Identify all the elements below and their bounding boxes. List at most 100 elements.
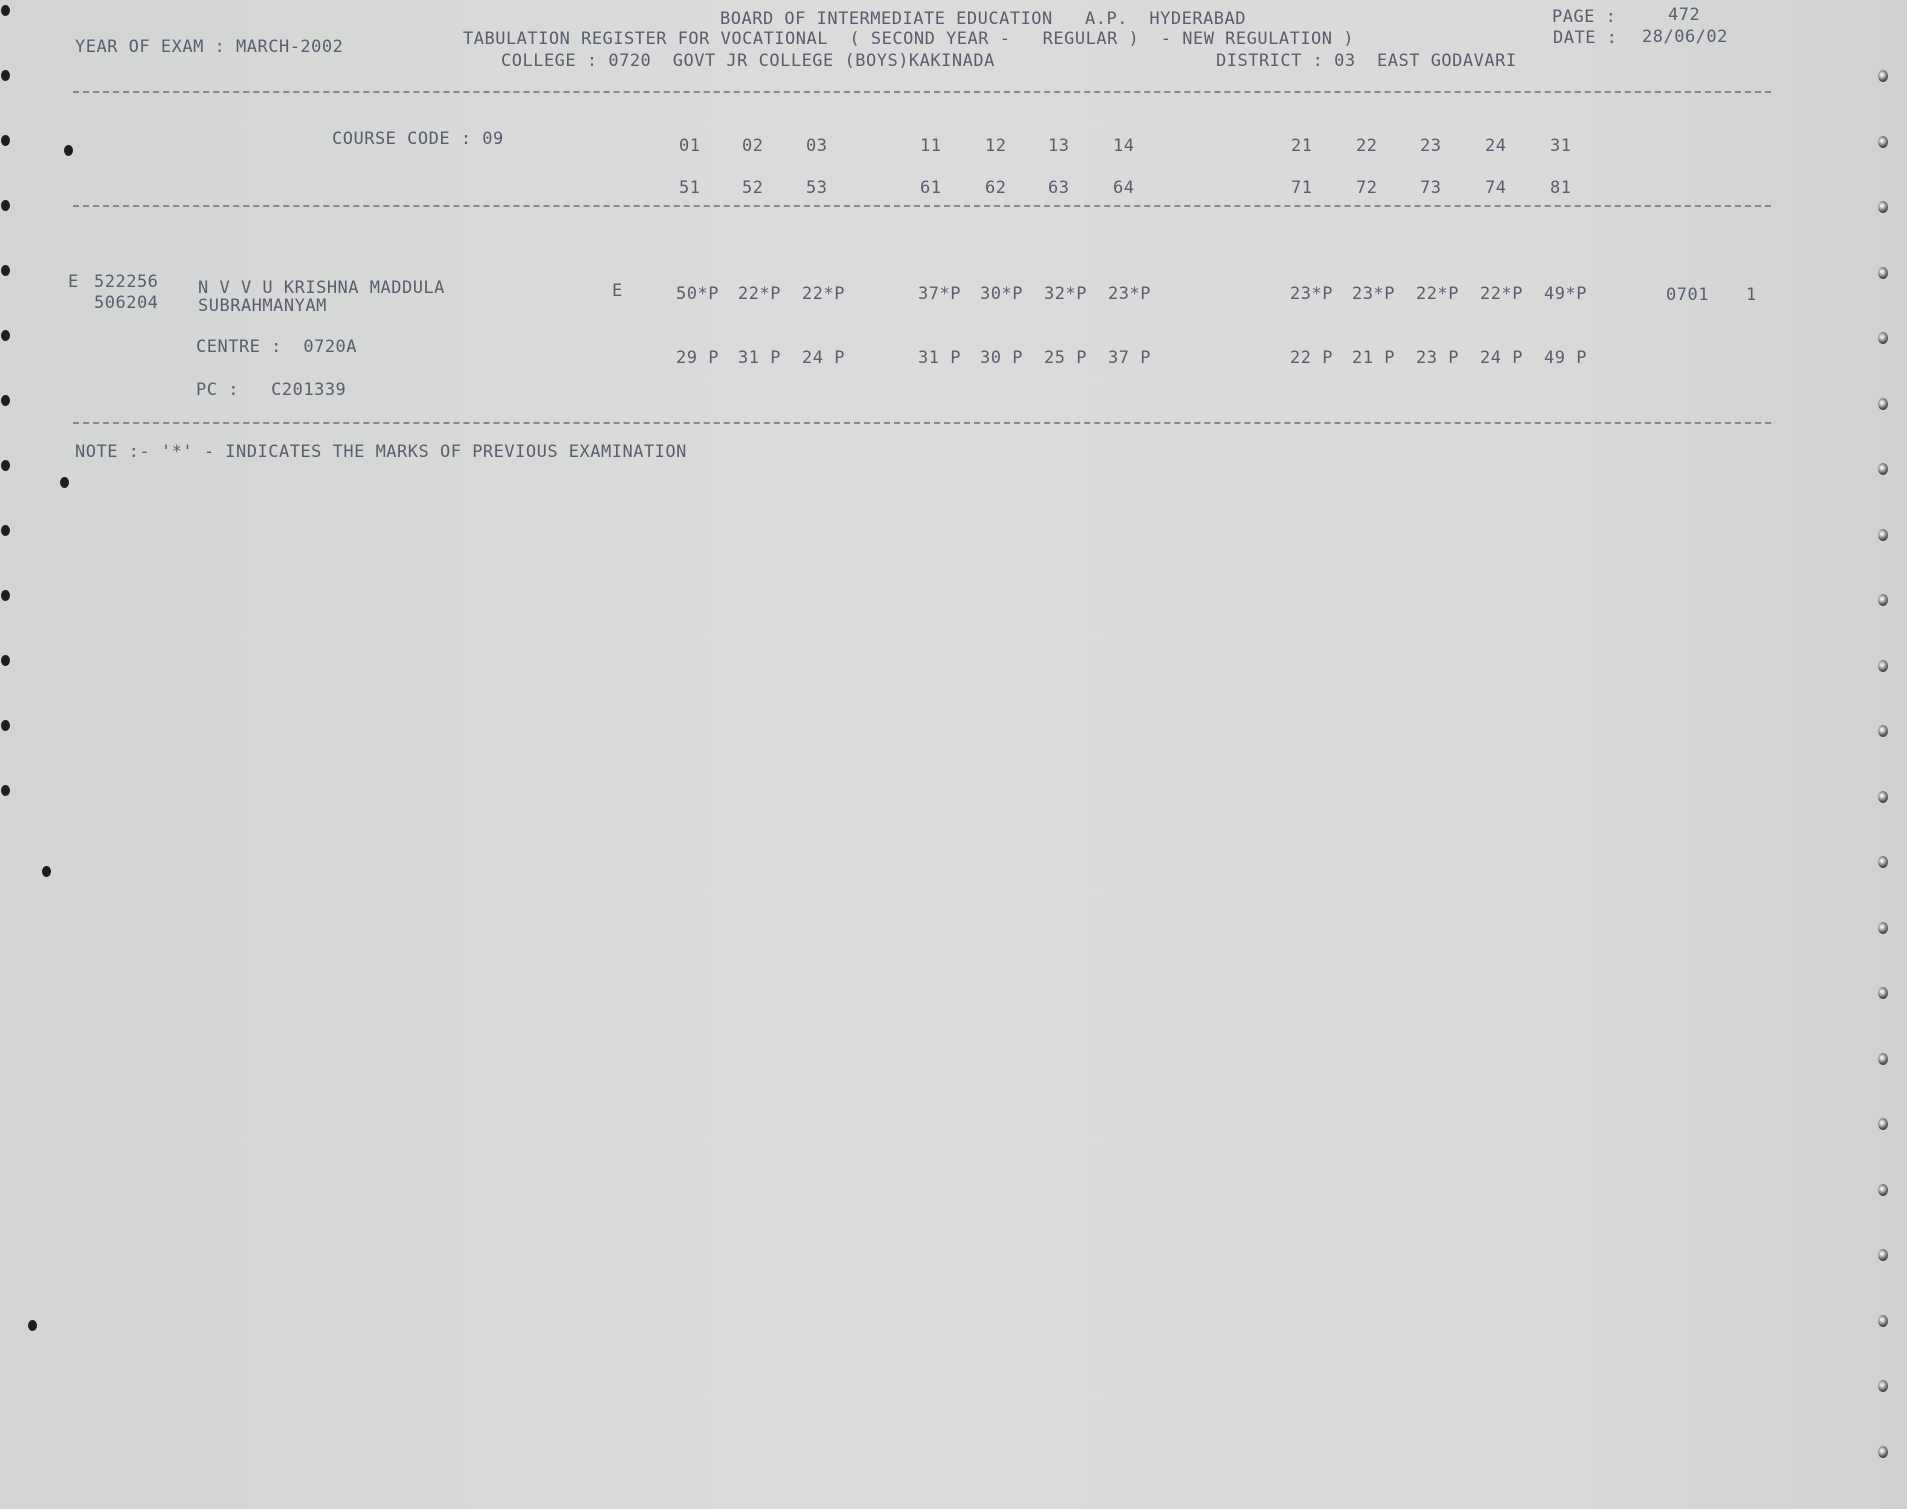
subject-mark: 21 P bbox=[1352, 348, 1395, 368]
subject-mark: 24 P bbox=[1480, 348, 1523, 368]
subject-code: 63 bbox=[1048, 178, 1070, 198]
subject-mark: 37 P bbox=[1108, 348, 1151, 368]
board-title: BOARD OF INTERMEDIATE EDUCATION A.P. HYD… bbox=[720, 9, 1247, 29]
punch-hole-icon bbox=[1878, 1380, 1888, 1392]
page-number: 472 bbox=[1668, 5, 1701, 25]
punch-hole-icon bbox=[1, 785, 10, 796]
college: COLLEGE : 0720 GOVT JR COLLEGE (BOYS)KAK… bbox=[501, 51, 995, 71]
subject-mark: 23*P bbox=[1290, 284, 1333, 304]
punch-hole-icon bbox=[1878, 1118, 1888, 1130]
subject-code: 52 bbox=[742, 178, 764, 198]
punch-hole-icon bbox=[1, 5, 10, 16]
divider bbox=[73, 422, 1771, 424]
punch-hole-icon bbox=[1878, 397, 1888, 410]
subject-code: 81 bbox=[1550, 178, 1572, 198]
punch-hole-icon bbox=[1878, 528, 1888, 541]
subject-mark: 30 P bbox=[980, 348, 1023, 368]
pc-number: PC : C201339 bbox=[196, 380, 347, 400]
punch-hole-icon bbox=[1878, 790, 1888, 803]
punch-hole-icon bbox=[1, 720, 10, 731]
subject-code: 01 bbox=[679, 136, 701, 156]
punch-hole-icon bbox=[1878, 1249, 1888, 1261]
punch-hole-icon bbox=[1878, 594, 1888, 606]
student-name-line1: N V V U KRISHNA MADDULA bbox=[198, 278, 445, 298]
subject-code: 53 bbox=[806, 178, 828, 198]
result-count: 1 bbox=[1746, 285, 1757, 305]
subject-mark: 22*P bbox=[802, 284, 845, 304]
punch-hole-icon bbox=[1, 590, 10, 601]
subject-mark: 23 P bbox=[1416, 348, 1459, 368]
subject-code: 22 bbox=[1356, 136, 1378, 156]
subject-code: 03 bbox=[806, 136, 828, 156]
punch-hole-icon bbox=[1878, 987, 1888, 999]
divider bbox=[73, 205, 1771, 207]
date: 28/06/02 bbox=[1642, 27, 1728, 47]
subject-mark: 22*P bbox=[738, 284, 781, 304]
note: NOTE :- '*' - INDICATES THE MARKS OF PRE… bbox=[75, 442, 687, 462]
punch-hole-icon bbox=[1878, 332, 1888, 344]
register-title: TABULATION REGISTER FOR VOCATIONAL ( SEC… bbox=[463, 29, 1354, 49]
subject-mark: 25 P bbox=[1044, 348, 1087, 368]
subject-code: 02 bbox=[742, 136, 764, 156]
punch-hole-icon bbox=[1, 200, 10, 211]
subject-mark: 24 P bbox=[802, 348, 845, 368]
punch-hole-icon bbox=[1, 460, 10, 471]
subject-mark: 31 P bbox=[918, 348, 961, 368]
subject-mark: 22*P bbox=[1416, 284, 1459, 304]
punch-hole-icon bbox=[1878, 1445, 1888, 1458]
subject-code: 11 bbox=[920, 136, 942, 156]
subject-code: 61 bbox=[920, 178, 942, 198]
ink-spot-icon bbox=[42, 866, 51, 877]
subject-mark: 23*P bbox=[1108, 284, 1151, 304]
subject-mark: 29 P bbox=[676, 348, 719, 368]
punch-hole-icon bbox=[1, 265, 10, 276]
punch-hole-icon bbox=[1878, 201, 1888, 213]
punch-hole-icon bbox=[1878, 921, 1888, 934]
punch-hole-icon bbox=[1878, 856, 1888, 868]
punch-hole-icon bbox=[1, 70, 10, 81]
subject-code: 14 bbox=[1113, 136, 1135, 156]
subject-code: 64 bbox=[1113, 178, 1135, 198]
punch-hole-icon bbox=[1878, 266, 1888, 279]
student-prefix: E bbox=[68, 272, 79, 292]
result-code: 0701 bbox=[1666, 285, 1709, 305]
punch-hole-icon bbox=[1, 525, 10, 536]
subject-code: 31 bbox=[1550, 136, 1572, 156]
hall-ticket-number: 522256 bbox=[94, 272, 159, 292]
ink-spot-icon bbox=[28, 1320, 37, 1331]
subject-mark: 49*P bbox=[1544, 284, 1587, 304]
subject-code: 13 bbox=[1048, 136, 1070, 156]
punch-hole-icon bbox=[1878, 659, 1888, 672]
punch-hole-icon bbox=[1878, 1314, 1888, 1327]
punch-hole-icon bbox=[1878, 725, 1888, 737]
punch-hole-icon bbox=[1, 330, 10, 341]
subject-mark: 30*P bbox=[980, 284, 1023, 304]
subject-code: 23 bbox=[1420, 136, 1442, 156]
punch-hole-icon bbox=[1878, 135, 1888, 148]
year-of-exam: YEAR OF EXAM : MARCH-2002 bbox=[75, 37, 344, 57]
subject-mark: 50*P bbox=[676, 284, 719, 304]
subject-code: 12 bbox=[985, 136, 1007, 156]
punch-hole-icon bbox=[1878, 1052, 1888, 1065]
subject-code: 71 bbox=[1291, 178, 1313, 198]
student-name-line2: SUBRAHMANYAM bbox=[198, 296, 327, 316]
student-number-2: 506204 bbox=[94, 293, 159, 313]
punch-hole-icon bbox=[1, 135, 10, 146]
course-code: COURSE CODE : 09 bbox=[332, 129, 504, 149]
date-label: DATE : bbox=[1553, 28, 1618, 48]
subject-mark: 22 P bbox=[1290, 348, 1333, 368]
subject-mark: 32*P bbox=[1044, 284, 1087, 304]
subject-code: 73 bbox=[1420, 178, 1442, 198]
punch-hole-icon bbox=[1, 655, 10, 666]
subject-code: 21 bbox=[1291, 136, 1313, 156]
punch-hole-icon bbox=[1878, 70, 1888, 82]
subject-code: 62 bbox=[985, 178, 1007, 198]
subject-mark: 23*P bbox=[1352, 284, 1395, 304]
subject-mark: 49 P bbox=[1544, 348, 1587, 368]
medium: E bbox=[612, 281, 623, 301]
subject-mark: 37*P bbox=[918, 284, 961, 304]
divider bbox=[73, 91, 1771, 93]
page-label: PAGE : bbox=[1552, 7, 1617, 27]
district: DISTRICT : 03 EAST GODAVARI bbox=[1216, 51, 1517, 71]
subject-code: 74 bbox=[1485, 178, 1507, 198]
